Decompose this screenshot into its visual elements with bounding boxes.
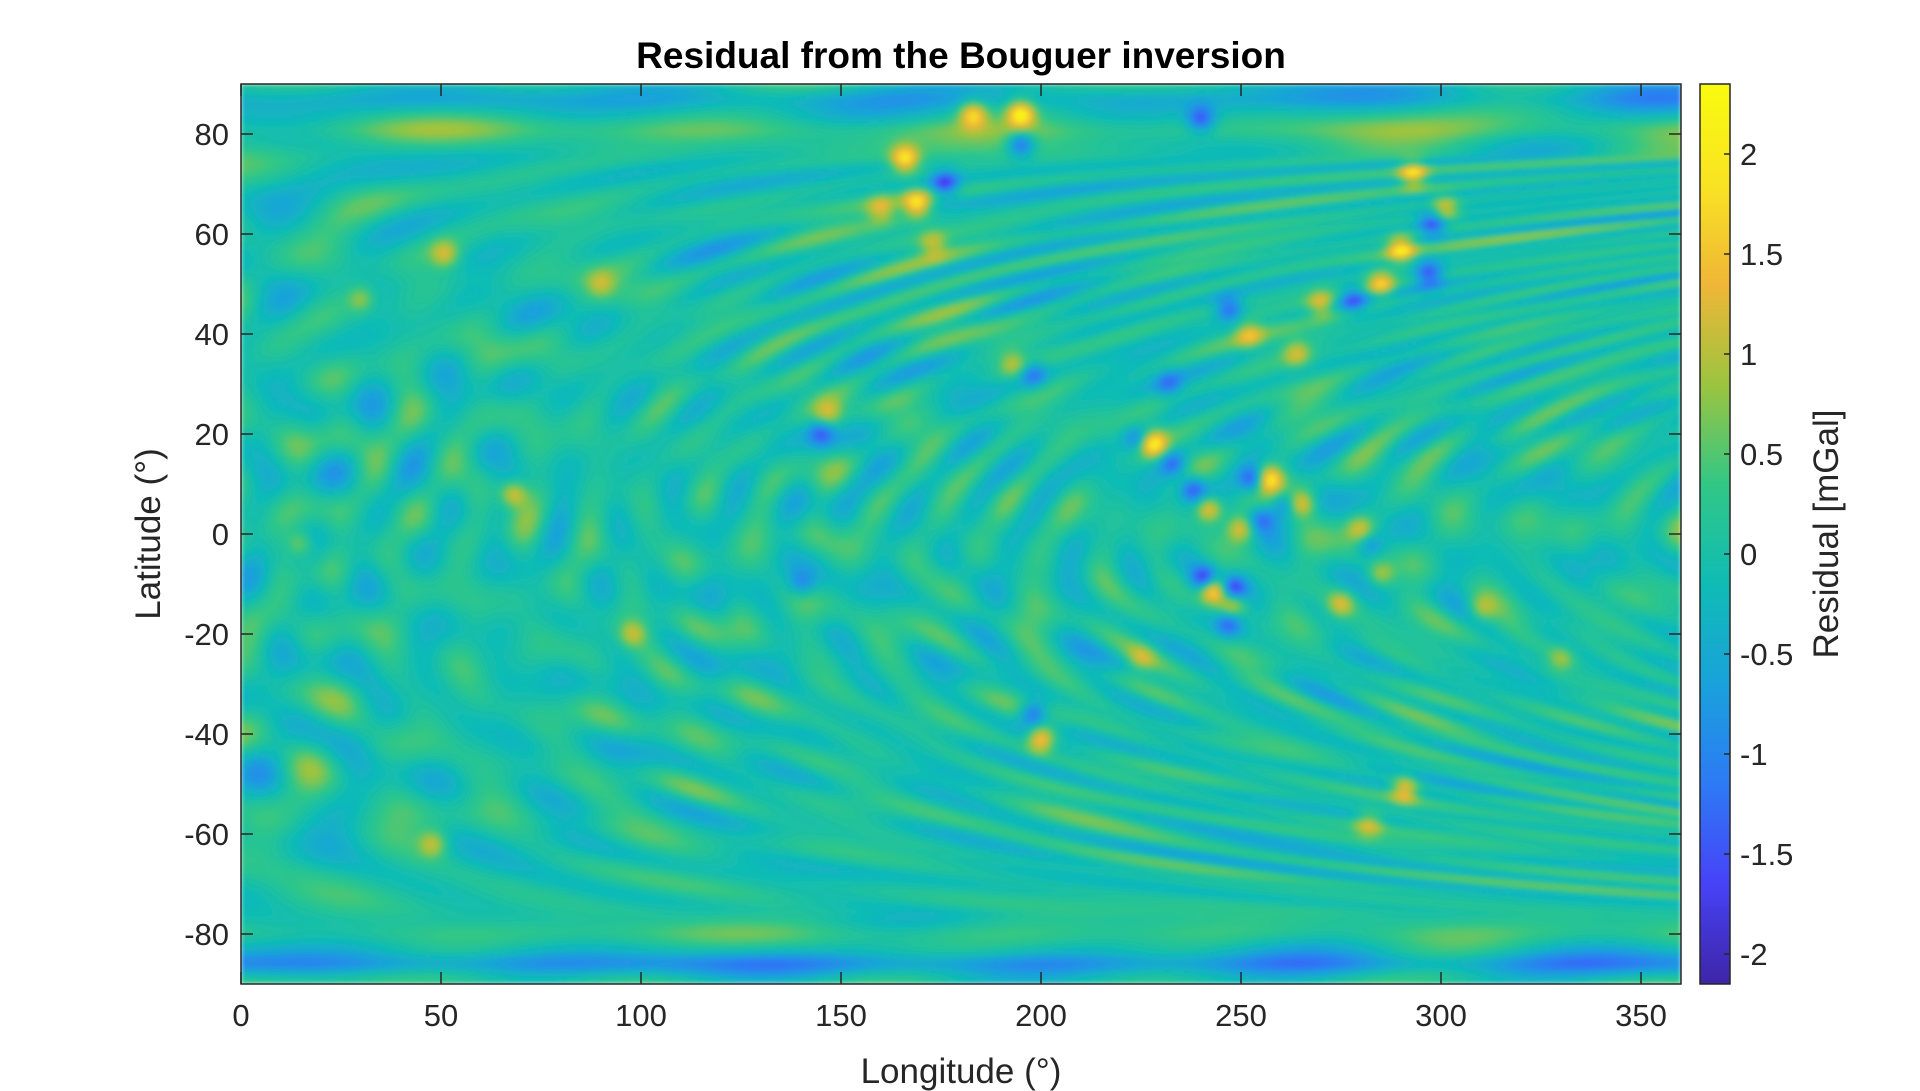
y-tick-label: 40 (195, 317, 229, 352)
colorbar-tick-label: -2 (1740, 937, 1768, 972)
x-tick-label: 250 (1215, 998, 1267, 1033)
y-tick-label: 20 (195, 417, 229, 452)
x-tick-label: 200 (1015, 998, 1067, 1033)
colorbar-tick-label: -1.5 (1740, 837, 1793, 872)
x-tick-label: 300 (1415, 998, 1467, 1033)
heatmap-plot-area (240, 83, 1682, 985)
y-tick-label: -20 (184, 617, 229, 652)
colorbar-tick-label: -0.5 (1740, 637, 1793, 672)
colorbar-tick-label: 2 (1740, 137, 1757, 172)
colorbar: 2 1.5 1 0.5 0 -0.5 -1 -1.5 -2 (1699, 83, 1793, 985)
x-axis-ticks: 0 50 100 150 200 250 300 350 (232, 84, 1667, 1033)
y-axis-ticks: 80 60 40 20 0 -20 -40 -60 -80 (184, 117, 1681, 952)
y-tick-label: 0 (212, 517, 229, 552)
residual-heatmap (241, 84, 1681, 984)
x-tick-label: 150 (815, 998, 867, 1033)
colorbar-label: Residual [mGal] (1807, 410, 1846, 659)
y-tick-label: -40 (184, 717, 229, 752)
x-tick-label: 0 (232, 998, 249, 1033)
x-tick-label: 100 (615, 998, 667, 1033)
colorbar-tick-label: 1.5 (1740, 237, 1783, 272)
chart-title: Residual from the Bouguer inversion (636, 35, 1286, 76)
colorbar-tick-label: 1 (1740, 337, 1757, 372)
x-tick-label: 350 (1615, 998, 1667, 1033)
colorbar-gradient (1700, 84, 1730, 984)
colorbar-tick-label: 0.5 (1740, 437, 1783, 472)
y-axis-label: Latitude (°) (129, 448, 168, 620)
colorbar-tick-label: -1 (1740, 737, 1768, 772)
y-tick-label: -60 (184, 817, 229, 852)
y-tick-label: -80 (184, 917, 229, 952)
x-axis-label: Longitude (°) (861, 1052, 1062, 1091)
colorbar-tick-label: 0 (1740, 537, 1757, 572)
y-tick-label: 80 (195, 117, 229, 152)
colorbar-frame (1699, 83, 1731, 985)
colorbar-ticks: 2 1.5 1 0.5 0 -0.5 -1 -1.5 -2 (1724, 137, 1793, 972)
y-tick-label: 60 (195, 217, 229, 252)
x-tick-label: 50 (424, 998, 458, 1033)
